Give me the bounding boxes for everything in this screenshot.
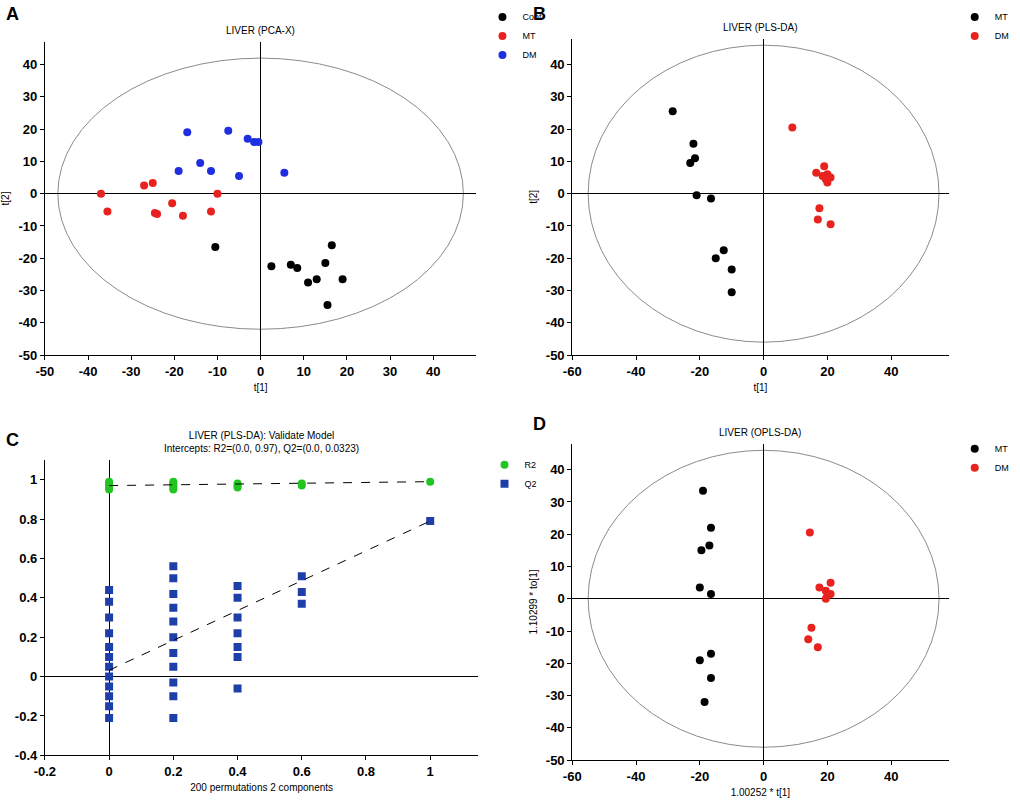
svg-text:20: 20 xyxy=(340,364,354,379)
svg-text:1: 1 xyxy=(427,764,434,779)
svg-text:30: 30 xyxy=(550,495,564,510)
svg-text:40: 40 xyxy=(884,769,898,784)
svg-text:-0.2: -0.2 xyxy=(15,709,37,724)
svg-text:-20: -20 xyxy=(690,364,709,379)
svg-text:t[2]: t[2] xyxy=(0,191,11,205)
svg-text:-40: -40 xyxy=(546,315,565,330)
svg-text:0: 0 xyxy=(557,186,564,201)
svg-text:-30: -30 xyxy=(546,283,565,298)
svg-text:t[1]: t[1] xyxy=(254,382,268,393)
svg-text:0: 0 xyxy=(30,186,37,201)
svg-text:-10: -10 xyxy=(208,364,227,379)
svg-text:t[2]: t[2] xyxy=(528,190,539,204)
svg-text:0.8: 0.8 xyxy=(19,512,37,527)
svg-text:-20: -20 xyxy=(165,364,184,379)
svg-text:DM: DM xyxy=(995,463,1009,473)
svg-text:-20: -20 xyxy=(18,251,37,266)
svg-text:MT: MT xyxy=(995,12,1008,22)
svg-text:DM: DM xyxy=(995,31,1009,41)
svg-text:0.8: 0.8 xyxy=(357,764,375,779)
svg-text:10: 10 xyxy=(550,559,564,574)
svg-text:0: 0 xyxy=(760,769,767,784)
svg-text:0: 0 xyxy=(105,764,112,779)
svg-text:-40: -40 xyxy=(79,364,98,379)
svg-text:40: 40 xyxy=(550,57,564,72)
svg-text:10: 10 xyxy=(23,154,37,169)
svg-text:-10: -10 xyxy=(18,219,37,234)
svg-text:20: 20 xyxy=(820,769,834,784)
svg-text:-20: -20 xyxy=(546,251,565,266)
svg-text:40: 40 xyxy=(884,364,898,379)
svg-text:-20: -20 xyxy=(690,769,709,784)
svg-text:-20: -20 xyxy=(546,656,565,671)
svg-text:20: 20 xyxy=(550,122,564,137)
svg-text:MT: MT xyxy=(995,444,1008,454)
svg-text:Q2: Q2 xyxy=(525,479,537,489)
svg-text:30: 30 xyxy=(23,89,37,104)
svg-text:Cont: Cont xyxy=(522,12,542,22)
svg-text:0: 0 xyxy=(257,364,264,379)
svg-text:40: 40 xyxy=(550,462,564,477)
svg-text:0: 0 xyxy=(760,364,767,379)
svg-text:30: 30 xyxy=(383,364,397,379)
svg-text:MT: MT xyxy=(522,31,535,41)
svg-text:0.6: 0.6 xyxy=(19,551,37,566)
svg-text:20: 20 xyxy=(23,122,37,137)
svg-text:R2: R2 xyxy=(525,460,537,470)
svg-text:0: 0 xyxy=(557,591,564,606)
svg-text:D: D xyxy=(533,414,546,434)
svg-text:-50: -50 xyxy=(35,364,54,379)
svg-text:1: 1 xyxy=(30,472,37,487)
svg-text:-40: -40 xyxy=(18,315,37,330)
svg-text:LIVER (PLS-DA): Validate Model: LIVER (PLS-DA): Validate ModelIntercepts… xyxy=(164,430,359,454)
svg-text:B: B xyxy=(533,4,546,24)
svg-text:-0.4: -0.4 xyxy=(15,748,38,763)
svg-text:0.6: 0.6 xyxy=(293,764,311,779)
svg-text:-0.2: -0.2 xyxy=(34,764,56,779)
svg-text:-10: -10 xyxy=(546,219,565,234)
svg-text:0.2: 0.2 xyxy=(19,630,37,645)
svg-text:-60: -60 xyxy=(563,364,582,379)
svg-text:-30: -30 xyxy=(18,283,37,298)
svg-text:10: 10 xyxy=(297,364,311,379)
svg-text:200 permutations 2 components: 200 permutations 2 components xyxy=(190,782,333,793)
svg-text:DM: DM xyxy=(522,50,536,60)
svg-text:0.4: 0.4 xyxy=(229,764,248,779)
svg-text:-10: -10 xyxy=(546,624,565,639)
svg-text:-50: -50 xyxy=(546,753,565,768)
svg-text:40: 40 xyxy=(426,364,440,379)
svg-text:-50: -50 xyxy=(546,348,565,363)
svg-text:0: 0 xyxy=(30,669,37,684)
svg-text:0.4: 0.4 xyxy=(19,590,38,605)
svg-text:-40: -40 xyxy=(627,364,646,379)
svg-text:t[1]: t[1] xyxy=(753,382,767,393)
svg-text:-30: -30 xyxy=(122,364,141,379)
svg-text:-40: -40 xyxy=(546,720,565,735)
svg-text:30: 30 xyxy=(550,89,564,104)
svg-text:0.2: 0.2 xyxy=(164,764,182,779)
svg-text:LIVER (PCA-X): LIVER (PCA-X) xyxy=(226,25,295,36)
svg-text:40: 40 xyxy=(23,57,37,72)
svg-text:LIVER (OPLS-DA): LIVER (OPLS-DA) xyxy=(719,427,801,438)
svg-text:20: 20 xyxy=(550,527,564,542)
svg-text:1.10299 * to[1]: 1.10299 * to[1] xyxy=(528,569,539,634)
svg-text:A: A xyxy=(6,4,19,24)
svg-text:20: 20 xyxy=(820,364,834,379)
svg-text:LIVER (PLS-DA): LIVER (PLS-DA) xyxy=(723,22,797,33)
svg-text:C: C xyxy=(6,430,19,450)
svg-text:1.00252 * t[1]: 1.00252 * t[1] xyxy=(731,787,791,798)
svg-text:10: 10 xyxy=(550,154,564,169)
svg-text:-60: -60 xyxy=(563,769,582,784)
svg-text:-30: -30 xyxy=(546,688,565,703)
svg-text:-50: -50 xyxy=(18,348,37,363)
svg-text:-40: -40 xyxy=(627,769,646,784)
